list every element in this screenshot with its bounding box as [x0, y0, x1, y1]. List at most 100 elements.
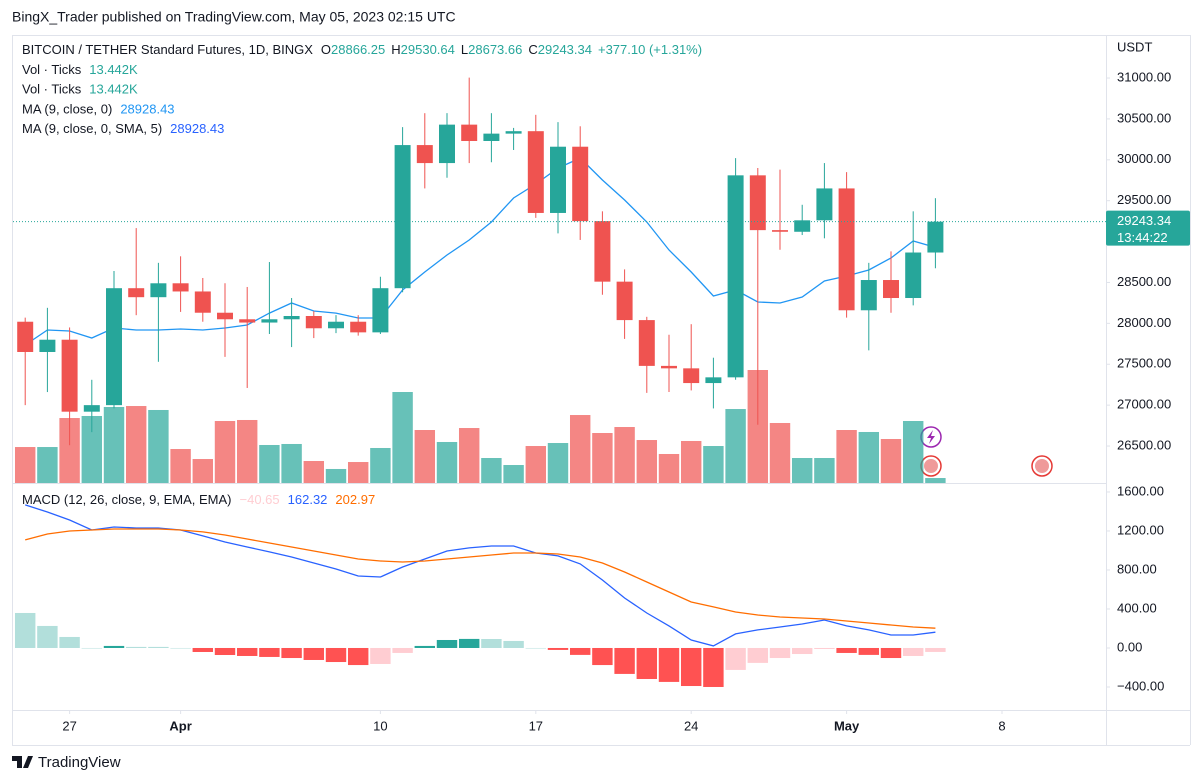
histogram-bar: [170, 647, 191, 649]
volume-bar: [192, 459, 214, 483]
histogram-bar: [569, 647, 591, 655]
candle-body: [527, 131, 544, 213]
histogram-bar: [148, 646, 169, 648]
histogram-bar: [14, 612, 36, 648]
legend-line: MA (9, close, 0, SMA, 5) 28928.43: [22, 122, 224, 137]
volume-bar: [791, 458, 813, 483]
candle-body: [172, 283, 189, 292]
candle-body: [128, 288, 145, 298]
histogram-bar: [414, 645, 436, 648]
volume-bar: [125, 406, 147, 483]
histogram-bar: [436, 639, 458, 648]
volume-bar: [525, 446, 547, 483]
publisher-line: BingX_Trader published on TradingView.co…: [12, 9, 456, 25]
candle-body: [461, 124, 478, 141]
candle-body: [483, 133, 500, 141]
volume-bar: [925, 478, 946, 483]
volume-bar: [236, 419, 258, 483]
volume-bar: [59, 418, 80, 483]
y-tick-label: 31000.00: [1117, 69, 1171, 84]
volume-bar: [703, 446, 724, 483]
y-tick-label: 28000.00: [1117, 315, 1171, 330]
histogram-bar: [259, 647, 280, 657]
event-icons: [920, 426, 1053, 477]
volume-bar: [14, 447, 36, 483]
x-tick-label: 17: [529, 718, 543, 733]
x-tick-label: May: [834, 718, 860, 733]
flag-glyph: [924, 459, 938, 473]
volume-bar: [902, 421, 924, 483]
candle-body: [394, 145, 411, 289]
plot-area: [14, 77, 946, 687]
volume-bar: [103, 406, 125, 483]
volume-bar: [503, 465, 524, 483]
legend-value: 13.442K: [89, 62, 138, 77]
x-tick-label: 24: [684, 718, 698, 733]
candle-body: [239, 319, 256, 323]
y-tick-label: 30000.00: [1117, 151, 1171, 166]
candle-body: [505, 131, 522, 134]
histogram-bar: [236, 647, 258, 656]
histogram-bar: [281, 647, 302, 659]
candle-body: [683, 368, 700, 384]
signal-line: [25, 528, 936, 629]
volume-bar: [725, 409, 746, 483]
candle-body: [905, 252, 922, 299]
legend-line: MACD (12, 26, close, 9, EMA, EMA) −40.65 1…: [22, 492, 375, 507]
legend-value: 28928.43: [120, 102, 174, 117]
candle-body: [594, 221, 611, 282]
candle-body: [150, 283, 167, 298]
volume-bar: [592, 433, 613, 483]
candle-body: [217, 312, 233, 320]
histogram-bar: [370, 647, 391, 664]
x-tick-label: Apr: [169, 718, 191, 733]
histogram-bar: [592, 647, 613, 666]
volume-bar: [636, 440, 658, 483]
candle-body: [328, 321, 344, 329]
candle-body: [749, 175, 766, 231]
candle-body: [772, 230, 788, 232]
histogram-bar: [836, 647, 857, 653]
y-tick-label: 800.00: [1117, 561, 1157, 576]
legend-line: MA (9, close, 0) 28928.43: [22, 102, 175, 117]
candle-body: [194, 291, 211, 313]
y-tick-label: 1200.00: [1117, 522, 1164, 537]
histogram-bar: [658, 647, 680, 682]
volume-bar: [214, 421, 236, 483]
volume-bar: [436, 441, 458, 483]
histogram-bar: [81, 647, 103, 649]
histogram-bar: [103, 645, 125, 648]
candle-body: [83, 405, 100, 412]
legend-line: BITCOIN / TETHER Standard Futures, 1D, B…: [22, 42, 702, 57]
legend-value: −40.65: [240, 492, 280, 507]
candle-body: [816, 188, 833, 221]
histogram-bar: [503, 640, 524, 648]
x-tick-label: 10: [373, 718, 387, 733]
legend-value: 28928.43: [170, 122, 224, 137]
logo-mark: [12, 756, 33, 768]
y-tick-label: 1600.00: [1117, 483, 1164, 498]
volume-bar: [458, 428, 480, 483]
candle-body: [838, 188, 855, 311]
histogram-bar: [59, 636, 80, 648]
legend-value: 13.442K: [89, 82, 138, 97]
price-tag-countdown: 13:44:22: [1117, 230, 1168, 245]
candle-body: [372, 288, 389, 333]
volume-bar: [547, 443, 569, 483]
histogram-bar: [481, 639, 502, 648]
volume-bar: [259, 444, 280, 483]
volume-bar: [569, 415, 591, 483]
histogram-bar: [680, 647, 702, 687]
legend-name: MA (9, close, 0, SMA, 5): [22, 122, 162, 137]
volume-bar: [880, 438, 902, 483]
y-tick-label: 28500.00: [1117, 274, 1171, 289]
x-tick-label: 27: [62, 718, 76, 733]
histogram-bar: [725, 647, 746, 670]
histogram-bar: [458, 638, 480, 648]
legend-value: 202.97: [335, 492, 375, 507]
candle-body: [305, 316, 322, 329]
histogram-bar: [614, 647, 635, 674]
histogram-bar: [858, 647, 880, 655]
macd-title: MACD (12, 26, close, 9, EMA, EMA): [22, 492, 232, 507]
